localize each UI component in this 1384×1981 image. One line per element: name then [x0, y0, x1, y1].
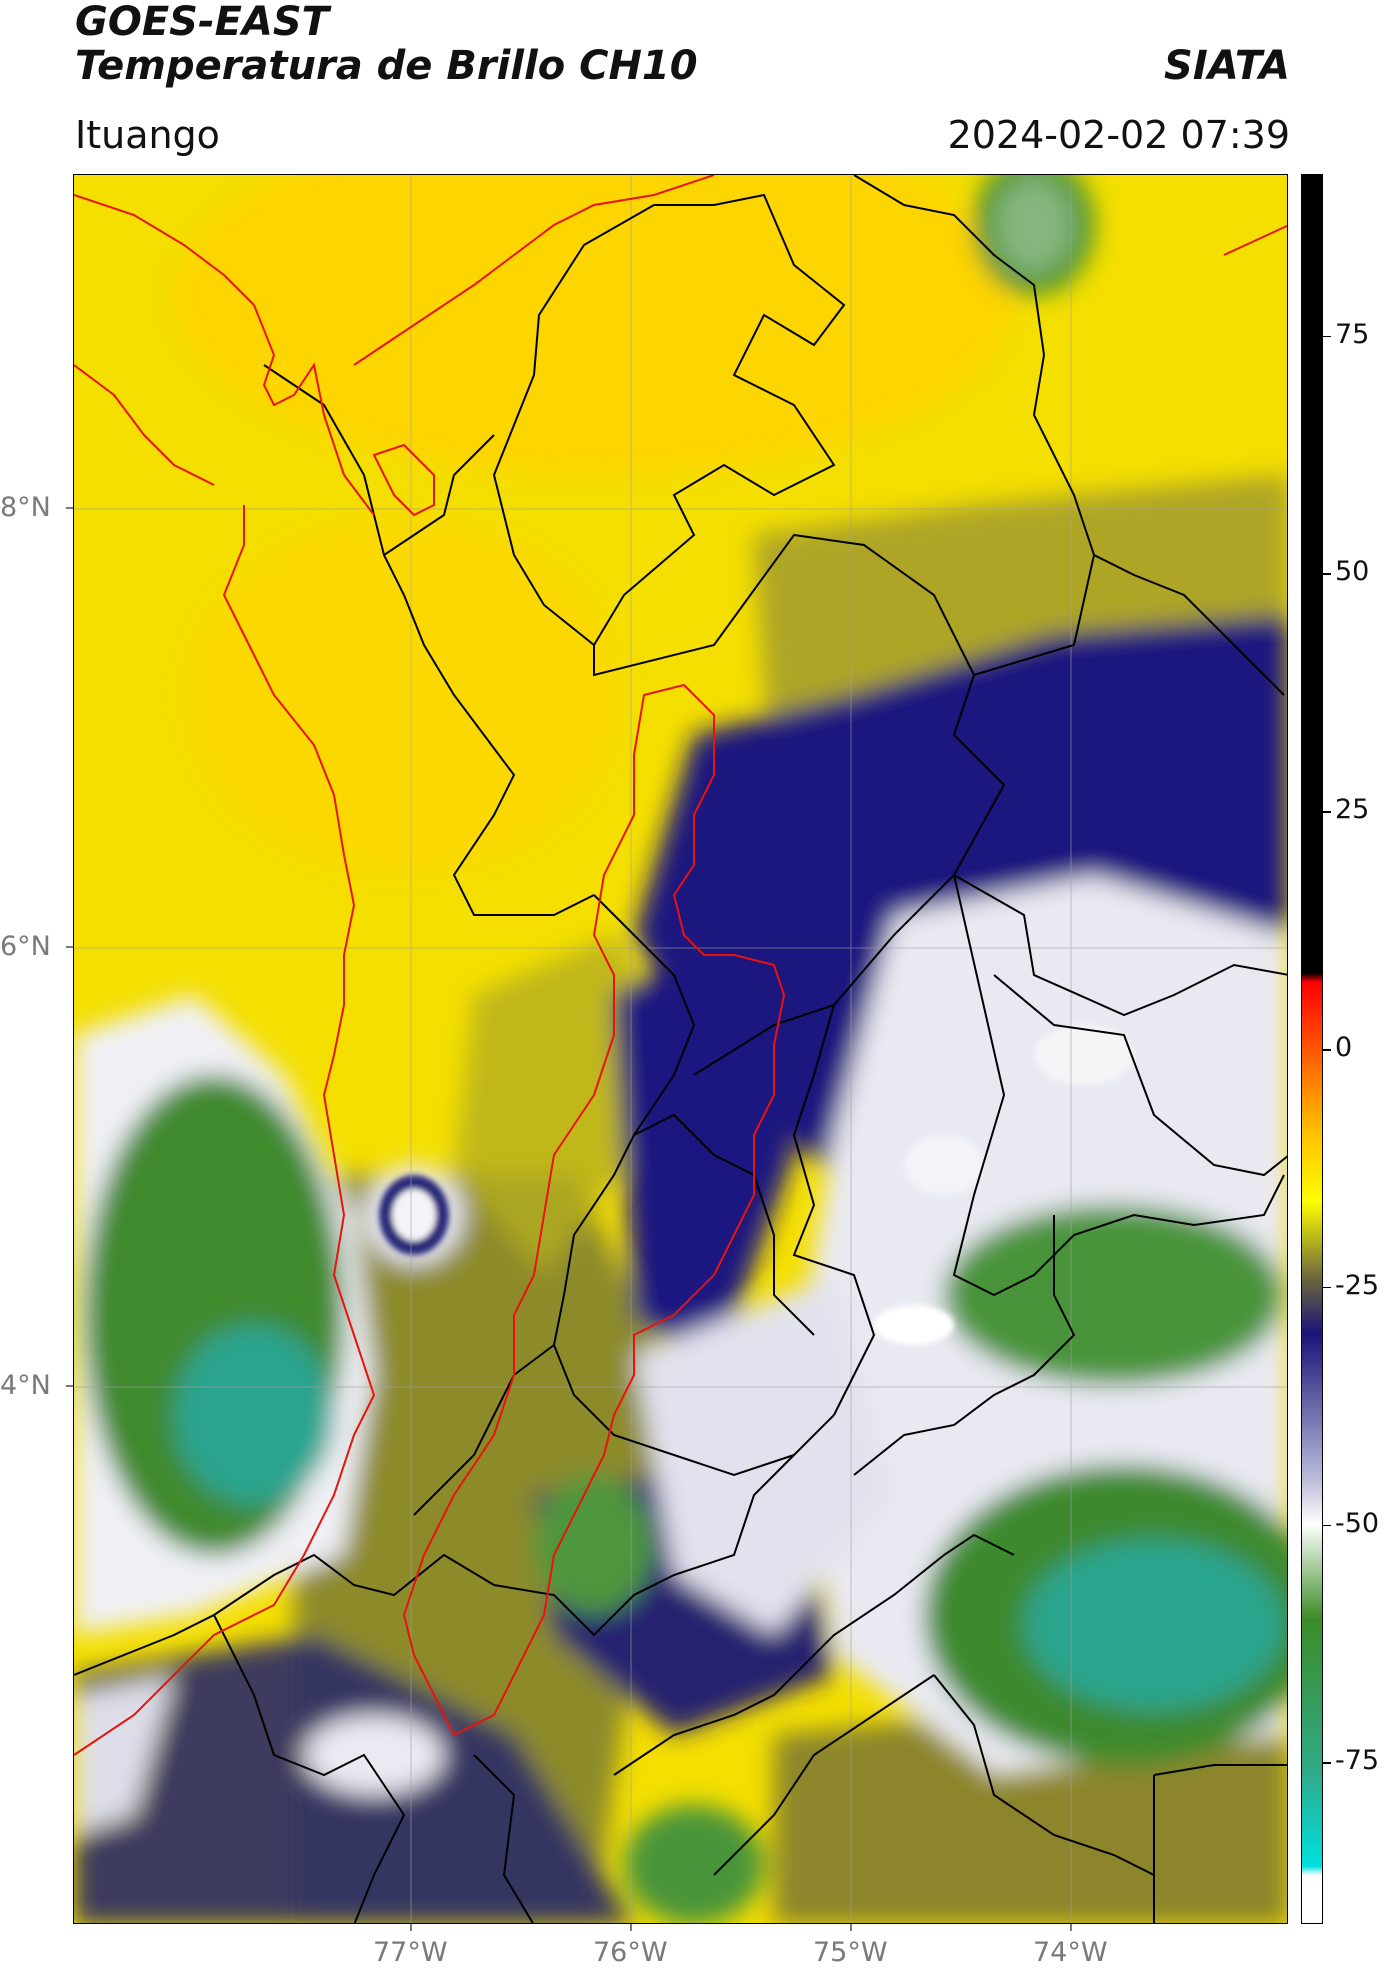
colorbar-tick-label: 0 [1335, 1032, 1353, 1063]
lat-label-8n: 8°N [0, 492, 51, 523]
brand: SIATA [1164, 43, 1290, 89]
lat-label-4n: 4°N [0, 1370, 51, 1401]
lat-tick [66, 1385, 73, 1387]
colorbar-tick-mark [1323, 335, 1331, 338]
datetime-label: 2024-02-02 07:39 [947, 113, 1290, 157]
colorbar-tick-label: -50 [1335, 1507, 1380, 1539]
colorbar [1301, 174, 1323, 1924]
lon-label-77w: 77°W [373, 1937, 448, 1968]
lon-tick [410, 1924, 412, 1931]
map-frame [73, 174, 1288, 1924]
colorbar-tick-mark [1323, 1524, 1331, 1527]
colorbar-tick-label: -75 [1335, 1745, 1380, 1777]
lon-tick [630, 1924, 632, 1931]
lon-label-76w: 76°W [593, 1937, 668, 1968]
cloud-details [379, 1025, 1134, 1345]
lon-tick [850, 1924, 852, 1931]
lon-tick [1070, 1924, 1072, 1931]
colorbar-tick-label: -25 [1335, 1269, 1380, 1301]
lon-label-75w: 75°W [813, 1937, 888, 1968]
lat-tick [66, 946, 73, 948]
colorbar-tick-mark [1323, 1762, 1331, 1764]
location-label: Ituango [75, 113, 220, 157]
lon-label-74w: 74°W [1033, 1937, 1108, 1968]
cloud-field [74, 175, 1287, 1923]
subtitle: Temperatura de Brillo CH10 [75, 43, 698, 89]
colorbar-tick-mark [1323, 1286, 1331, 1289]
colorbar-tick-mark [1323, 1049, 1331, 1051]
lat-tick [66, 507, 73, 509]
colorbar-tick-label: 75 [1335, 318, 1370, 350]
lat-label-6n: 6°N [0, 931, 51, 962]
colorbar-tick-label: 50 [1335, 556, 1370, 588]
red-borders [74, 175, 1287, 1756]
admin-borders [74, 175, 1287, 1923]
colorbar-tick-mark [1323, 811, 1331, 813]
colorbar-tick-label: 25 [1335, 794, 1370, 826]
brightness-temperature-map [74, 175, 1287, 1923]
title: GOES-EAST [75, 0, 329, 45]
colorbar-tick-mark [1323, 573, 1331, 575]
